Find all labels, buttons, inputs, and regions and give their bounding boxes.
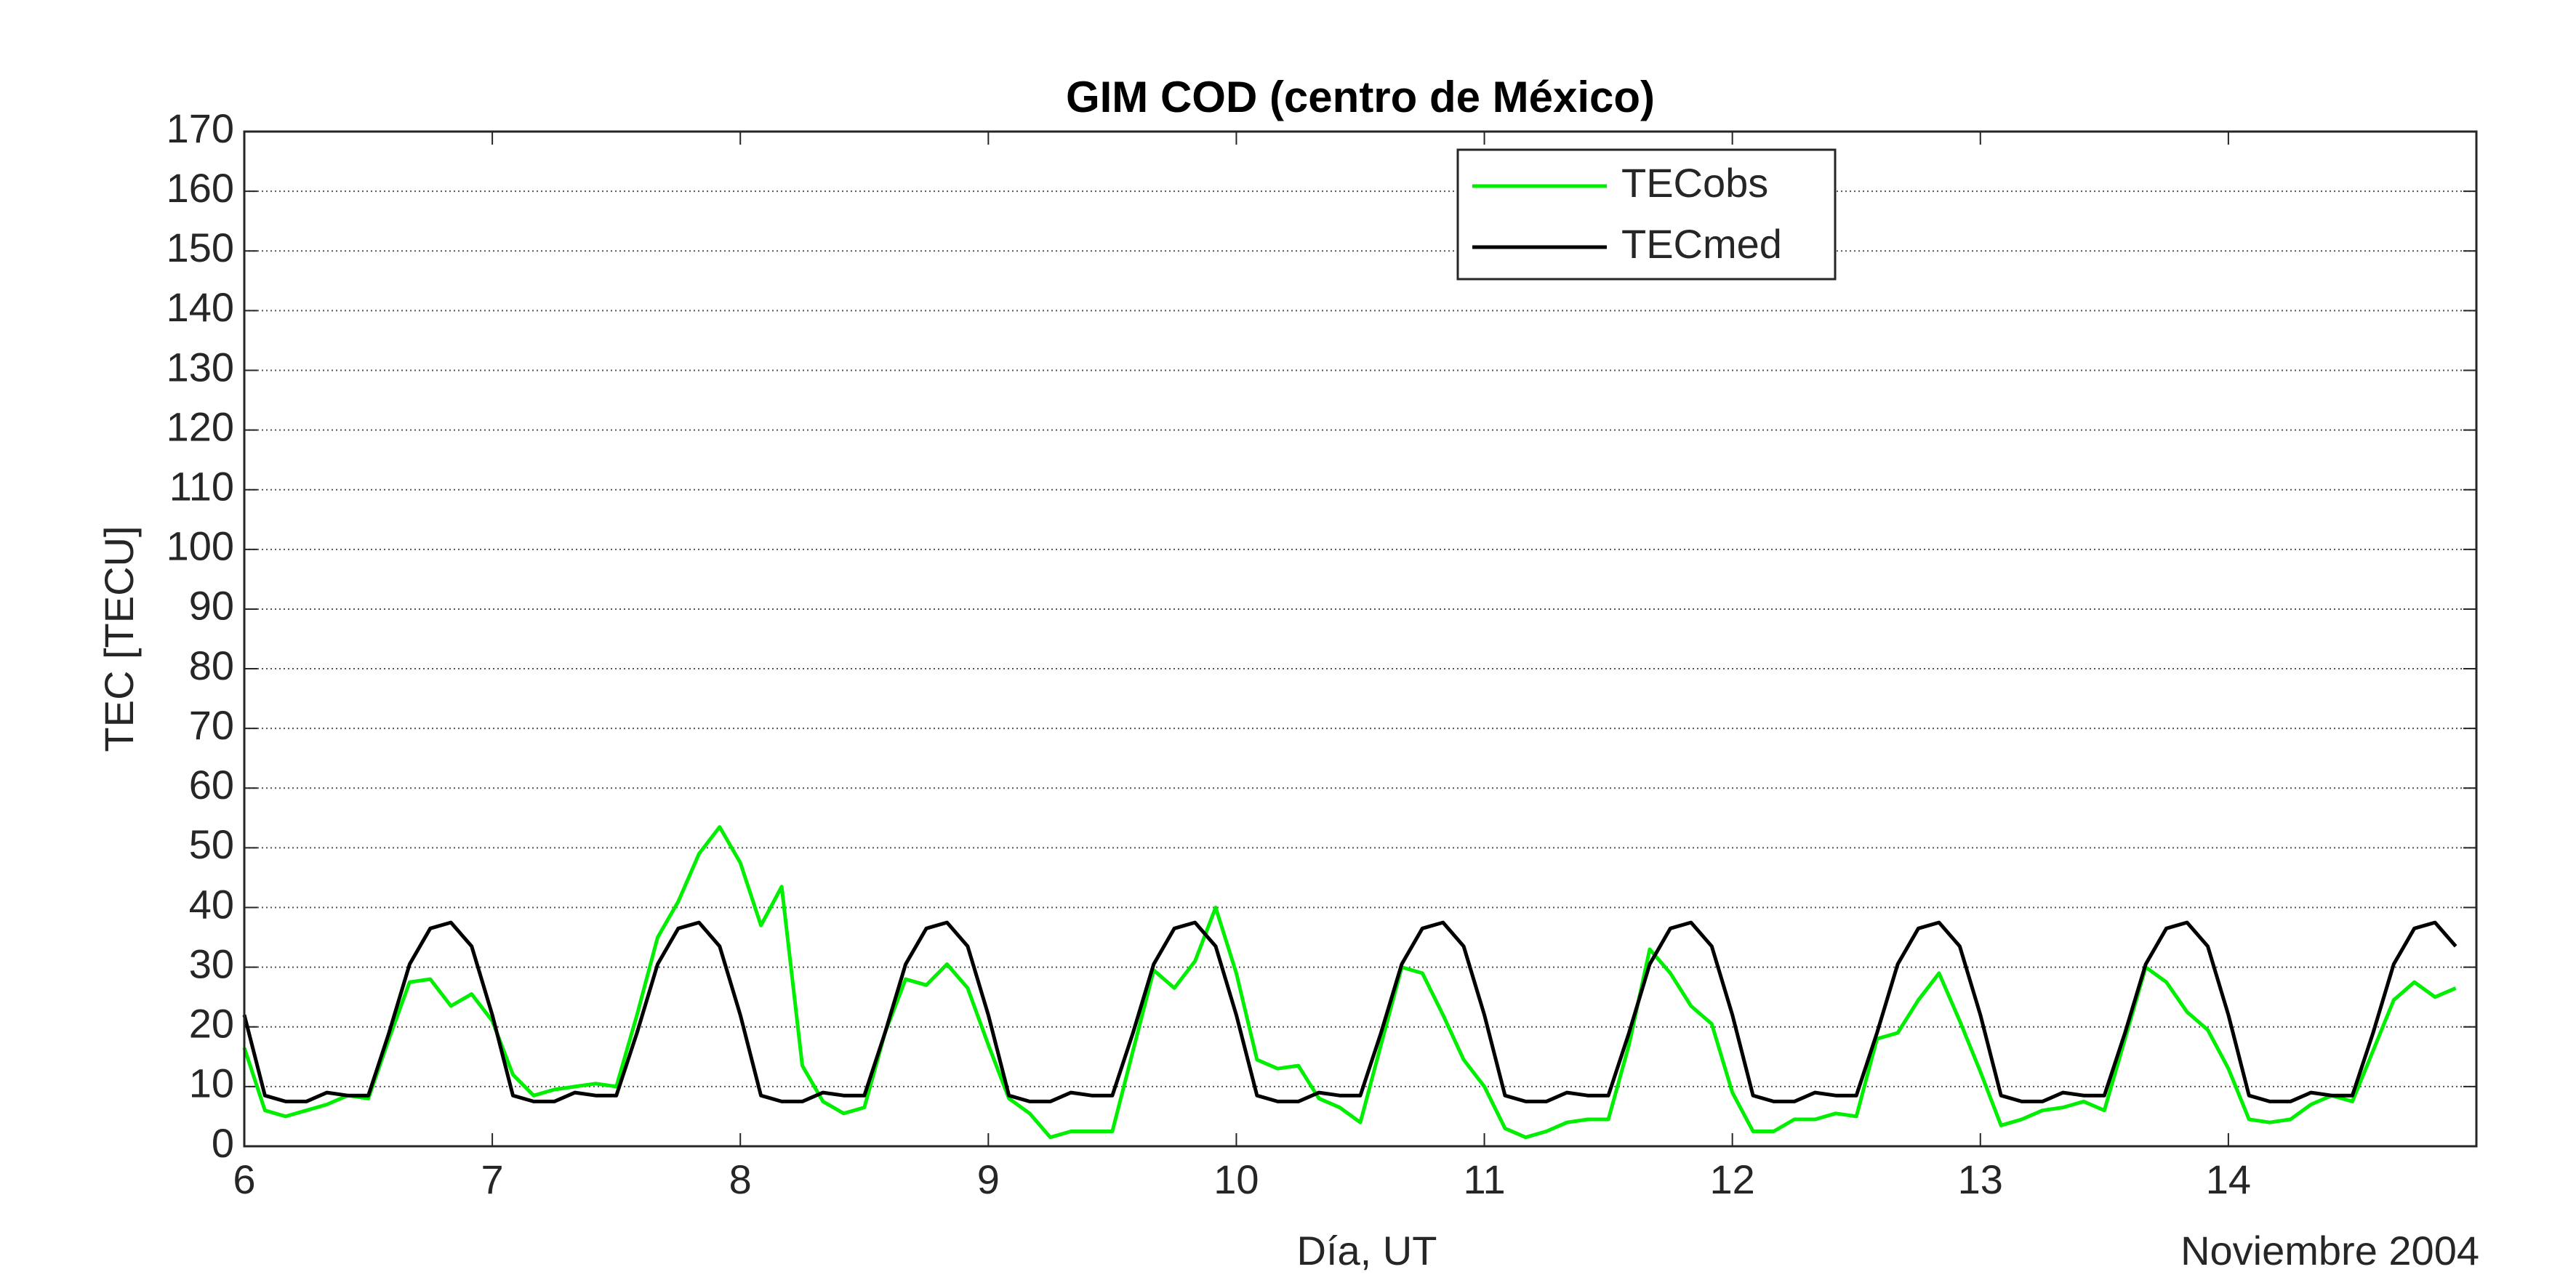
x-tick-label: 9 <box>977 1156 1000 1202</box>
x-tick-label: 6 <box>233 1156 255 1202</box>
legend-label: TECmed <box>1621 221 1782 267</box>
x-axis-label: Día, UT <box>1297 1228 1437 1273</box>
y-tick-label: 110 <box>169 464 234 510</box>
legend-box <box>1456 148 1837 281</box>
y-tick-label: 90 <box>189 583 234 629</box>
y-axis-label: TEC [TECU] <box>96 526 142 752</box>
y-tick-label: 170 <box>166 105 234 151</box>
y-tick-label: 160 <box>166 165 234 211</box>
y-tick-label: 130 <box>166 344 234 390</box>
x-tick-label: 11 <box>1463 1156 1505 1202</box>
y-tick-label: 10 <box>189 1060 234 1106</box>
y-tick-label: 0 <box>212 1120 234 1166</box>
y-tick-label: 20 <box>189 1001 234 1047</box>
y-tick-label: 100 <box>166 523 234 569</box>
data-line <box>242 825 2457 1140</box>
chart-title: GIM COD (centro de México) <box>1066 73 1655 121</box>
x-tick-label: 8 <box>729 1156 752 1202</box>
x-tick-label: 10 <box>1213 1156 1259 1202</box>
y-tick-label: 80 <box>189 643 234 688</box>
annotation: Noviembre 2004 <box>2180 1228 2479 1273</box>
data-line <box>242 920 2457 1103</box>
y-tick-label: 60 <box>189 762 234 808</box>
x-tick-label: 7 <box>481 1156 504 1202</box>
y-tick-label: 30 <box>189 941 234 986</box>
y-tick-label: 70 <box>189 702 234 748</box>
y-tick-label: 140 <box>166 284 234 330</box>
y-tick-label: 40 <box>189 881 234 927</box>
legend-label: TECobs <box>1621 160 1768 206</box>
plot-frame <box>243 130 2478 1148</box>
x-tick-label: 12 <box>1710 1156 1755 1202</box>
x-tick-label: 14 <box>2206 1156 2251 1202</box>
y-tick-label: 120 <box>166 403 234 449</box>
y-tick-label: 150 <box>166 225 234 270</box>
x-tick-label: 13 <box>1958 1156 2003 1202</box>
y-tick-label: 50 <box>189 821 234 867</box>
